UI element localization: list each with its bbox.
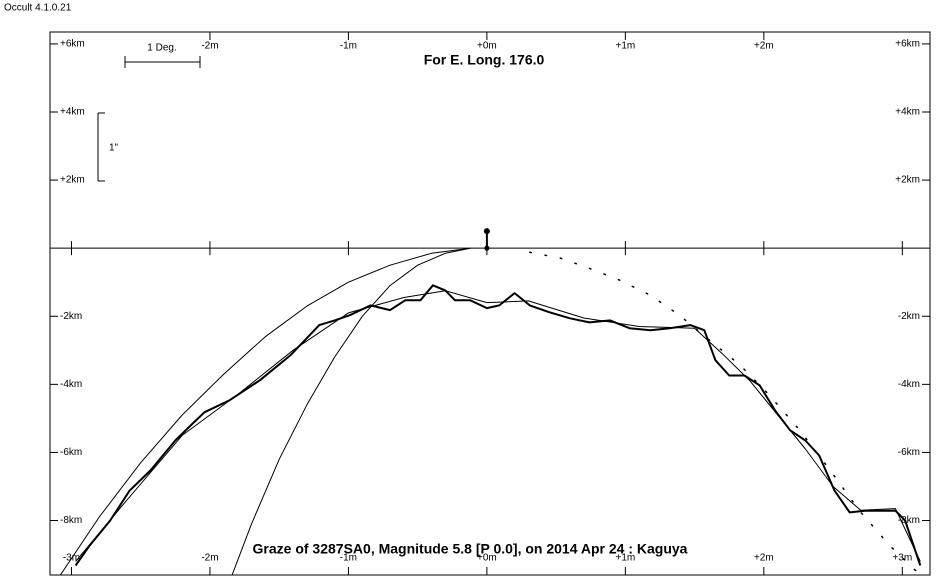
x-tick-label: +2m bbox=[754, 553, 774, 564]
y-tick-label: +4km bbox=[60, 107, 85, 118]
y-tick-label: -2km bbox=[60, 311, 82, 322]
profile-line bbox=[74, 284, 922, 567]
degree-scale-bar bbox=[124, 56, 201, 68]
app-label: Occult 4.1.0.21 bbox=[4, 3, 72, 14]
x-tick-label: -2m bbox=[201, 553, 218, 564]
profile-line bbox=[231, 247, 471, 575]
y-tick-label: +4km bbox=[895, 107, 920, 118]
y-tick-label: -4km bbox=[60, 379, 82, 390]
x-tick-label: -1m bbox=[340, 41, 357, 52]
y-tick-label: -4km bbox=[898, 379, 920, 390]
profile-line bbox=[529, 251, 922, 575]
y-tick-label: -8km bbox=[898, 515, 920, 526]
x-tick-label: +1m bbox=[615, 553, 635, 564]
x-tick-label: +0m bbox=[477, 553, 497, 564]
x-tick-label: +0m bbox=[477, 41, 497, 52]
profile-line bbox=[75, 290, 921, 562]
x-tick-label: +3m bbox=[892, 553, 912, 564]
annotation: 1" bbox=[109, 143, 119, 154]
y-tick-label: -6km bbox=[898, 447, 920, 458]
star-point bbox=[484, 245, 490, 251]
x-tick-label: +1m bbox=[615, 41, 635, 52]
y-tick-label: +6km bbox=[895, 39, 920, 50]
x-tick-label: +2m bbox=[754, 41, 774, 52]
chart-caption: Graze of 3287SA0, Magnitude 5.8 [P 0.0],… bbox=[253, 541, 688, 557]
arcsec-scale-bar bbox=[97, 112, 105, 182]
y-tick-label: -6km bbox=[60, 447, 82, 458]
plot-frame bbox=[49, 31, 931, 576]
x-tick-label: -1m bbox=[340, 553, 357, 564]
y-tick-label: -8km bbox=[60, 515, 82, 526]
annotation: 1 Deg. bbox=[147, 43, 176, 54]
x-tick-label: -2m bbox=[201, 41, 218, 52]
y-tick-label: +2km bbox=[895, 175, 920, 186]
profile-line bbox=[59, 247, 471, 575]
chart-title: For E. Long. 176.0 bbox=[424, 52, 545, 68]
y-tick-label: -2km bbox=[898, 311, 920, 322]
y-tick-label: +2km bbox=[60, 175, 85, 186]
y-tick-label: +6km bbox=[60, 39, 85, 50]
star-point bbox=[483, 228, 490, 235]
